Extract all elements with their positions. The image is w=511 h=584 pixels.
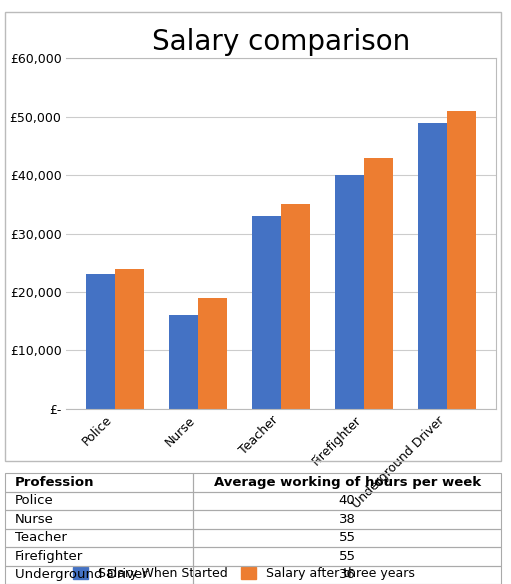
Bar	[252, 216, 281, 409]
Text: 55: 55	[339, 531, 356, 544]
Text: Profession: Profession	[15, 476, 95, 489]
Bar	[194, 473, 501, 492]
Bar	[194, 565, 501, 584]
Bar	[5, 565, 194, 584]
Bar	[418, 123, 447, 409]
Text: Police: Police	[15, 494, 54, 507]
Bar	[115, 269, 144, 409]
Bar	[198, 298, 227, 409]
Legend: Salary When Started, Salary after three years: Salary When Started, Salary after three …	[68, 562, 420, 584]
Bar	[281, 204, 310, 409]
Bar	[447, 111, 476, 409]
Bar	[194, 492, 501, 510]
Bar	[194, 547, 501, 565]
Bar	[5, 547, 194, 565]
Text: Teacher: Teacher	[15, 531, 67, 544]
Text: Average working of hours per week: Average working of hours per week	[214, 476, 481, 489]
Bar	[5, 510, 194, 529]
Bar	[5, 529, 194, 547]
Text: 36: 36	[339, 568, 356, 581]
Text: 38: 38	[339, 513, 356, 526]
Bar	[5, 492, 194, 510]
Bar	[5, 473, 194, 492]
Text: 40: 40	[339, 494, 356, 507]
Text: Firefighter: Firefighter	[15, 550, 83, 563]
Bar	[364, 158, 393, 409]
Bar	[86, 274, 115, 409]
Text: Nurse: Nurse	[15, 513, 54, 526]
Text: 55: 55	[339, 550, 356, 563]
Bar	[169, 315, 198, 409]
Bar	[194, 529, 501, 547]
Text: Underground Driver: Underground Driver	[15, 568, 148, 581]
Title: Salary comparison: Salary comparison	[152, 28, 410, 56]
Bar	[335, 175, 364, 409]
Bar	[194, 510, 501, 529]
